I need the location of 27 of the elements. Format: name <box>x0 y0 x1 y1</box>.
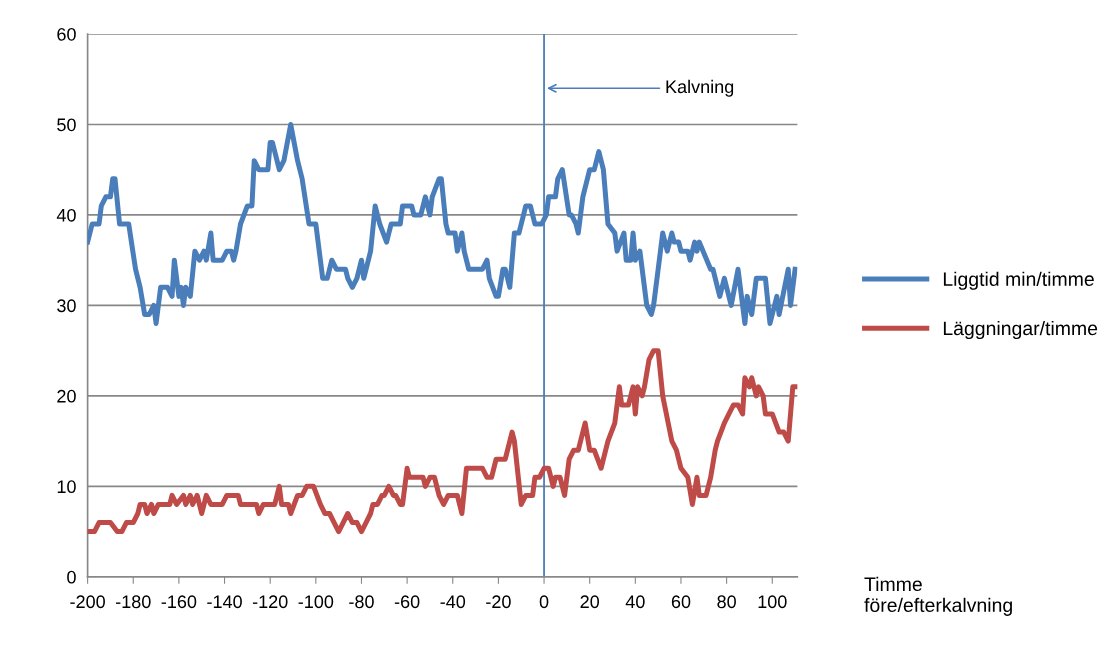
x-tick-label: 60 <box>671 595 691 609</box>
x-axis-title: Timme före/efterkalvning <box>864 576 1012 616</box>
x-tick-label: -80 <box>349 595 374 609</box>
x-tick-label: -160 <box>161 595 197 609</box>
annotation: Kalvning <box>666 79 734 97</box>
y-tick-label: 20 <box>57 389 76 403</box>
x-tick-label: 40 <box>625 595 645 609</box>
x-tick-label: 20 <box>580 595 600 609</box>
x-tick-label: -180 <box>115 595 151 609</box>
y-tick-label: 50 <box>57 118 76 132</box>
y-tick-label: 60 <box>57 27 76 41</box>
x-tick-label: -200 <box>70 595 105 609</box>
x-tick-label: -120 <box>252 595 288 609</box>
y-tick-label: 0 <box>67 570 76 584</box>
x-tick-label: -100 <box>298 595 334 609</box>
legend-label: Läggningar/timme <box>943 320 1098 340</box>
x-tick-label: 100 <box>758 595 787 609</box>
y-tick-label: 30 <box>57 299 76 313</box>
legend-label: Liggtid min/timme <box>943 271 1094 290</box>
x-tick-label: 0 <box>539 595 549 609</box>
y-tick-label: 10 <box>57 480 76 494</box>
x-tick-label: -140 <box>207 595 242 609</box>
x-tick-label: 80 <box>717 595 736 609</box>
x-tick-label: -20 <box>486 595 511 609</box>
x-tick-label: -60 <box>394 595 420 609</box>
y-tick-label: 40 <box>56 208 76 222</box>
x-tick-label: -40 <box>440 595 466 609</box>
